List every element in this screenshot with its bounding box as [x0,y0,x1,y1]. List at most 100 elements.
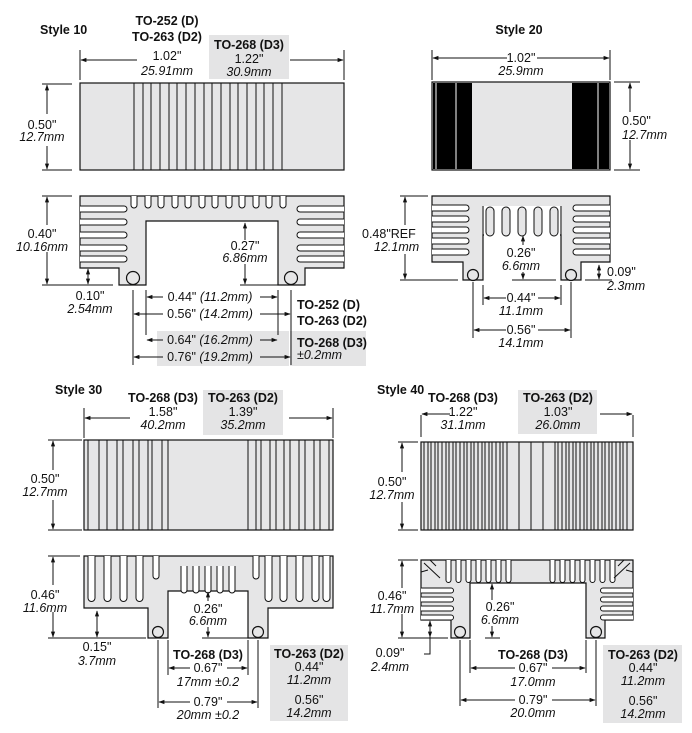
fin-slot [589,560,596,583]
mounting-hole [125,270,141,286]
extension-line [132,290,292,365]
package-label: TO-263 (D2) [208,391,278,405]
fin-slot [80,231,128,239]
branch-fin [613,559,634,579]
height-inch: 0.46" [378,589,407,603]
package-label: TO-268 (D3) [214,38,284,52]
fin-slot [192,566,200,594]
fin-slot [296,231,344,239]
height-mm: 11.6mm [23,601,67,615]
fin-slot [80,205,128,213]
spacing-inch: 0.44" [629,661,658,675]
fin-slot [130,196,138,209]
fin-slot [600,614,633,621]
length-mm: 12.7mm [22,485,67,499]
extension-line [79,50,345,80]
fin-slot [432,237,470,245]
fin-slot [600,596,633,603]
spacing-inch: 0.44" [507,291,536,305]
extension-line [398,559,500,639]
foot-mm: 3.7mm [78,654,116,668]
mounting-hole [251,625,265,639]
extension-line [157,640,259,708]
mounting-hole [564,268,578,282]
cavity-inch: 0.27" [231,239,260,253]
fin-lines [423,442,628,530]
fin-slot [505,560,512,583]
package-label: TO-263 (D2) [608,648,678,662]
package-label: TO-268 (D3) [297,336,367,350]
spacing-inch: 0.79" [519,693,548,707]
cavity-inch: 0.26" [486,600,515,614]
package-label: TO-268 (D3) [428,391,498,405]
fin-slot [225,196,233,209]
cavity-wall [482,206,562,236]
fin-slots [432,204,610,256]
mounting-hole [283,270,299,286]
fin-slot [572,237,610,245]
style-40-title: Style 40 [377,383,424,397]
style-10: Style 10 TO-252 (D) TO-263 (D2) 1.02" 25… [16,14,367,366]
style-10-title: Style 10 [40,23,87,37]
fin-slots [87,556,331,602]
mounting-hole [589,625,603,639]
leader-line [424,637,431,655]
fin-slot [87,556,96,602]
package-label: TO-252 (D) [136,14,199,28]
spacing-mm: 14.2mm [620,707,665,721]
fin-slot [455,560,462,583]
extension-line [48,555,248,639]
spacing-mm: 17mm ±0.2 [177,675,239,689]
centre-fin [517,206,527,237]
to268-highlight-box [209,35,289,79]
spacing-inch: 0.67" [519,661,548,675]
spacing-inch: 0.56" [507,323,536,337]
cavity-mm: 6.86mm [222,251,267,265]
top-view-body [83,439,334,531]
fin-slot [609,560,616,583]
fin-slot [475,560,482,583]
height-inch: 0.46" [31,588,60,602]
style-20-title: Style 20 [495,23,542,37]
package-label: TO-263 (D2) [132,30,202,44]
fin-slots [80,196,344,263]
cavity-inch: 0.26" [194,602,223,616]
fin-lines [435,83,599,169]
extension-line [614,81,640,171]
spacing-mm: 11.2mm [621,674,665,688]
height-inch: 0.40" [28,227,57,241]
package-label: TO-268 (D3) [128,391,198,405]
spacing-dimension: 0.76" (19.2mm) [167,350,253,364]
to263-highlight-box [603,645,682,723]
spacing-mm: 11.1mm [499,304,543,318]
extension-line [459,640,597,706]
fin-slot [465,560,472,583]
fin-lines [133,83,283,170]
cross-section-body [79,195,345,286]
foot-inch: 0.09" [376,646,405,660]
fin-slot [432,248,470,256]
to263-highlight-box [203,390,283,435]
fin-slot [495,560,502,583]
spacing-inch: 0.44" [295,660,324,674]
extension-line [420,415,634,437]
width-mm: 26.0mm [534,418,580,432]
fin-slot [572,204,610,212]
extension-line [398,441,418,531]
cavity-mm: 6.6mm [502,259,540,273]
length-inch: 0.50" [622,114,651,128]
length-mm: 12.7mm [622,128,667,142]
mounting-hole [453,625,467,639]
centre-fin [533,206,543,237]
foot-mm: 2.3mm [606,279,645,293]
package-label: TO-263 (D2) [297,314,367,328]
fin-slot [184,196,192,209]
fin-slot [432,226,470,234]
fin-slot [103,556,112,602]
length-mm: 12.7mm [369,488,414,502]
package-label: TO-268 (D3) [498,648,568,662]
fin-slot [600,605,633,612]
package-label: TO-252 (D) [297,298,360,312]
